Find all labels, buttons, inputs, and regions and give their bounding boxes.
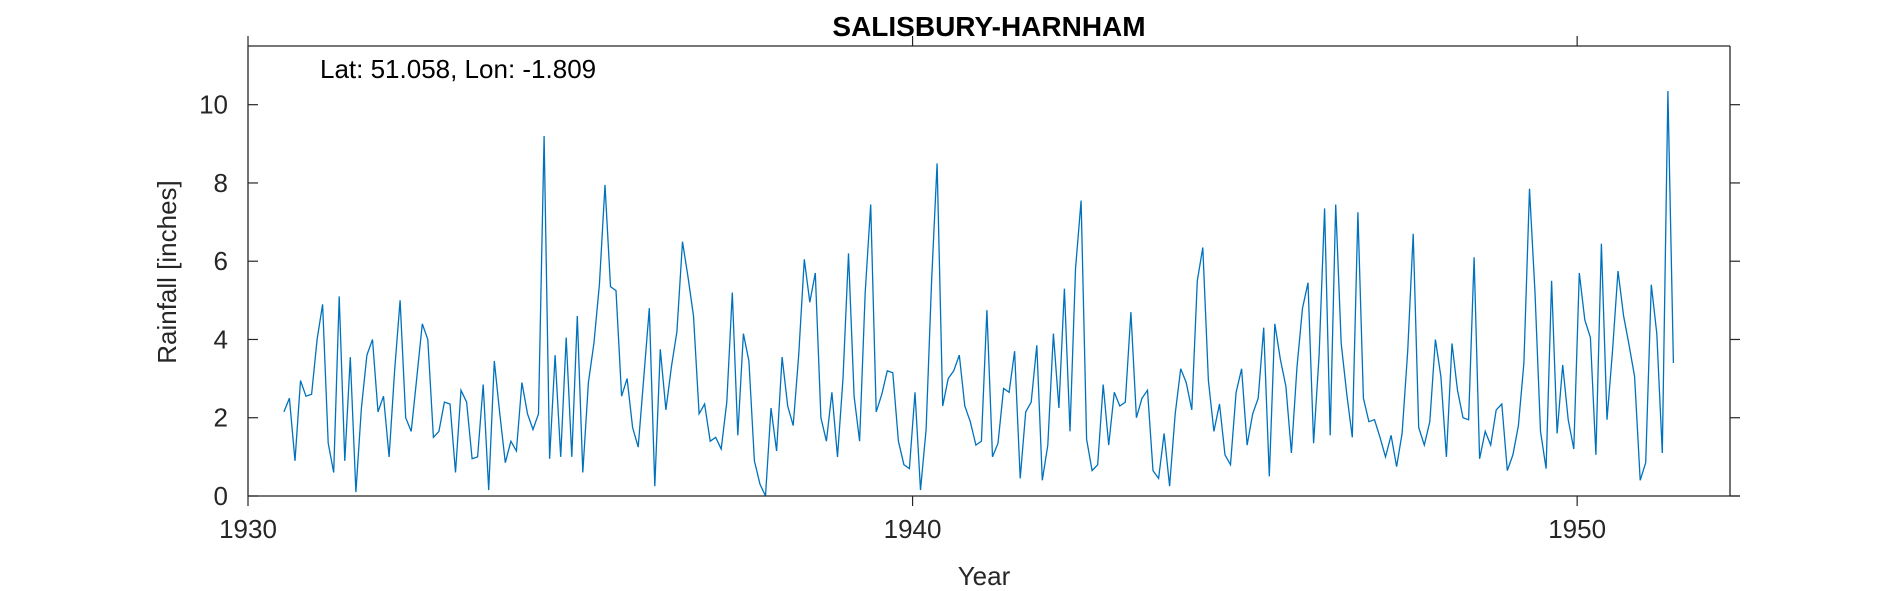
rainfall-series-line	[283, 90, 1675, 497]
plot-background	[248, 46, 1730, 496]
y-tick-label: 6	[214, 246, 228, 276]
chart-title: SALISBURY-HARNHAM	[832, 11, 1145, 42]
y-axis-label: Rainfall [inches]	[152, 180, 182, 364]
y-tick-label: 8	[214, 168, 228, 198]
y-tick-label: 2	[214, 403, 228, 433]
x-axis-label: Year	[958, 561, 1011, 591]
y-tick-label: 10	[199, 90, 228, 120]
y-tick-label: 4	[214, 324, 228, 354]
axes-frame	[247, 45, 1740, 497]
x-tick-label: 1940	[884, 514, 942, 544]
axis-ticks: 1930 1940 1950 0 2 4 6 8 10	[199, 36, 1740, 544]
x-tick-label: 1930	[219, 514, 277, 544]
x-tick-label: 1950	[1548, 514, 1606, 544]
y-tick-label: 0	[214, 481, 228, 511]
location-annotation: Lat: 51.058, Lon: -1.809	[320, 54, 596, 84]
